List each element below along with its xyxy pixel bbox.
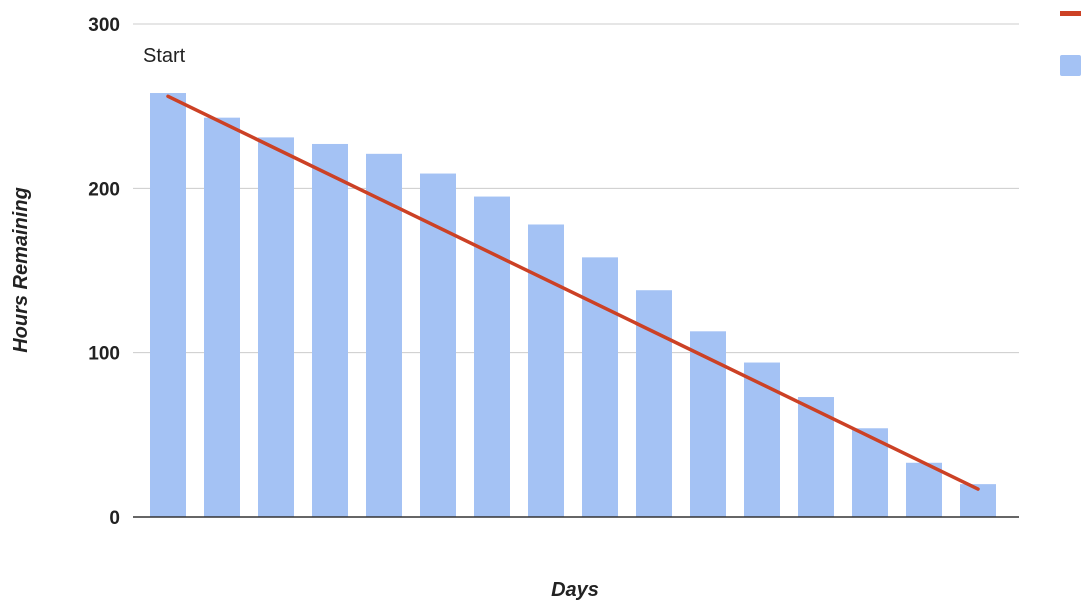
x-axis-title: Days — [551, 579, 599, 601]
bar — [258, 137, 294, 517]
bar — [582, 257, 618, 517]
bar — [204, 117, 240, 518]
bar — [420, 173, 456, 517]
legend-bar-swatch — [1060, 55, 1081, 76]
y-tick-label: 200 — [88, 179, 120, 200]
bar — [906, 462, 942, 517]
bar — [366, 153, 402, 517]
bar — [150, 93, 186, 518]
start-annotation: Start — [143, 45, 186, 67]
bar — [474, 196, 510, 518]
annotations: Start — [143, 45, 186, 67]
y-tick-label: 300 — [88, 15, 120, 36]
ideal-line — [166, 94, 980, 491]
bar — [312, 143, 348, 518]
legend-line-swatch — [1060, 11, 1081, 16]
line-series — [166, 94, 980, 491]
legend — [1060, 11, 1081, 76]
y-axis-title: Hours Remaining — [10, 187, 32, 353]
bar — [528, 224, 564, 517]
bar-series — [150, 93, 996, 518]
y-axis-ticks: 0 100 200 300 — [88, 15, 120, 529]
y-tick-label: 0 — [109, 508, 120, 529]
y-tick-label: 100 — [88, 344, 120, 365]
